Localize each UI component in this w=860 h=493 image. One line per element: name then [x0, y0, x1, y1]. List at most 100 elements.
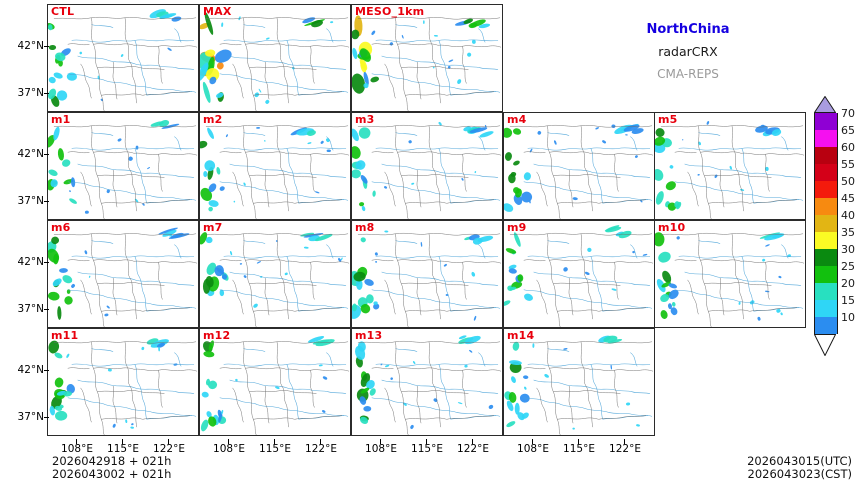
xtick-mark: [228, 439, 229, 444]
ytick-mark: [44, 201, 49, 202]
xtick-mark: [426, 439, 427, 444]
map-panel-m11[interactable]: m11: [47, 328, 199, 436]
colorbar-band: [814, 198, 838, 215]
radar-reflectivity-map: [352, 221, 502, 327]
panel-label-m4: m4: [507, 113, 527, 126]
colorbar-band: [814, 181, 838, 198]
panel-label-m13: m13: [355, 329, 383, 342]
map-panel-ctl[interactable]: CTL: [47, 4, 199, 112]
colorbar-tick-label: 25: [841, 260, 855, 273]
colorbar-tick-label: 10: [841, 311, 855, 324]
panel-label-m10: m10: [658, 221, 686, 234]
map-panel-m9[interactable]: m9: [503, 220, 655, 328]
xtick-label: 122°E: [446, 439, 500, 455]
map-panel-m12[interactable]: m12: [199, 328, 351, 436]
ytick-mark: [44, 309, 49, 310]
ytick-label: 42°N: [0, 41, 49, 52]
ytick-label: 37°N: [0, 304, 49, 315]
colorbar-tick-label: 60: [841, 141, 855, 154]
colorbar-tick-label: 40: [841, 209, 855, 222]
colorbar-tick-label: 50: [841, 175, 855, 188]
radar-reflectivity-map: [352, 5, 502, 111]
colorbar-band: [814, 130, 838, 147]
panel-label-m6: m6: [51, 221, 71, 234]
map-panel-m6[interactable]: m6: [47, 220, 199, 328]
radar-reflectivity-map: [504, 329, 654, 435]
map-panel-m4[interactable]: m4: [503, 112, 655, 220]
ytick-label: 42°N: [0, 149, 49, 160]
xtick-mark: [532, 439, 533, 444]
xtick-mark: [380, 439, 381, 444]
colorbar-band: [814, 283, 838, 300]
ytick-mark: [44, 370, 49, 371]
footer-left-line2: 2026043002 + 021h: [52, 467, 172, 481]
map-panel-max[interactable]: MAX: [199, 4, 351, 112]
ytick-mark: [44, 417, 49, 418]
map-panel-m5[interactable]: m5: [654, 112, 806, 220]
xtick-mark: [274, 439, 275, 444]
header-variable-label: radarCRX: [658, 44, 718, 59]
panel-label-max: MAX: [203, 5, 232, 18]
colorbar-band: [814, 266, 838, 283]
colorbar-under-arrow: [814, 334, 836, 356]
colorbar-tick-label: 20: [841, 277, 855, 290]
header-system: CMA-REPS: [588, 63, 788, 82]
panel-label-m1: m1: [51, 113, 71, 126]
radar-reflectivity-map: [200, 5, 350, 111]
colorbar-tick-label: 35: [841, 226, 855, 239]
radar-reflectivity-map: [352, 329, 502, 435]
xtick-mark: [320, 439, 321, 444]
panel-label-m3: m3: [355, 113, 375, 126]
footer-left-line1: 2026042918 + 021h: [52, 454, 172, 468]
ytick-label: 37°N: [0, 412, 49, 423]
map-panel-m3[interactable]: m3: [351, 112, 503, 220]
radar-reflectivity-map: [504, 113, 654, 219]
map-panel-m10[interactable]: m10: [654, 220, 806, 328]
map-panel-m2[interactable]: m2: [199, 112, 351, 220]
ytick-mark: [44, 46, 49, 47]
header-region-label: NorthChina: [646, 22, 730, 37]
map-panel-m1[interactable]: m1: [47, 112, 199, 220]
ytick-label: 37°N: [0, 88, 49, 99]
panel-label-m9: m9: [507, 221, 527, 234]
radar-reflectivity-map: [200, 113, 350, 219]
map-panel-m14[interactable]: m14: [503, 328, 655, 436]
radar-reflectivity-map: [48, 221, 198, 327]
map-panel-m13[interactable]: m13: [351, 328, 503, 436]
xtick-mark: [122, 439, 123, 444]
panel-label-m2: m2: [203, 113, 223, 126]
map-panel-meso_1km[interactable]: MESO_1km: [351, 4, 503, 112]
xtick-label: 115°E: [96, 439, 150, 455]
colorbar-tick-label: 30: [841, 243, 855, 256]
panel-label-m14: m14: [507, 329, 535, 342]
map-panel-m7[interactable]: m7: [199, 220, 351, 328]
header-system-label: CMA-REPS: [657, 67, 719, 81]
header-region: NorthChina: [588, 18, 788, 37]
xtick-label: 108°E: [50, 439, 104, 455]
panel-label-m8: m8: [355, 221, 375, 234]
ytick-mark: [44, 154, 49, 155]
ytick-label: 37°N: [0, 196, 49, 207]
ytick-mark: [44, 93, 49, 94]
radar-reflectivity-map: [655, 221, 805, 327]
colorbar-tick-label: 15: [841, 294, 855, 307]
panel-label-m5: m5: [658, 113, 678, 126]
radar-reflectivity-map: [504, 221, 654, 327]
footer-right-line2: 2026043023(CST): [747, 467, 853, 481]
xtick-mark: [624, 439, 625, 444]
footer-right-line1: 2026043015(UTC): [747, 454, 852, 468]
colorbar-band: [814, 164, 838, 181]
radar-reflectivity-map: [48, 5, 198, 111]
header-variable: radarCRX: [588, 41, 788, 60]
radar-reflectivity-map: [48, 113, 198, 219]
colorbar-band: [814, 317, 838, 334]
map-panel-m8[interactable]: m8: [351, 220, 503, 328]
radar-reflectivity-map: [48, 329, 198, 435]
colorbar-band: [814, 232, 838, 249]
colorbar-band: [814, 113, 838, 130]
colorbar-band: [814, 215, 838, 232]
xtick-label: 115°E: [400, 439, 454, 455]
ytick-label: 42°N: [0, 257, 49, 268]
xtick-label: 122°E: [294, 439, 348, 455]
